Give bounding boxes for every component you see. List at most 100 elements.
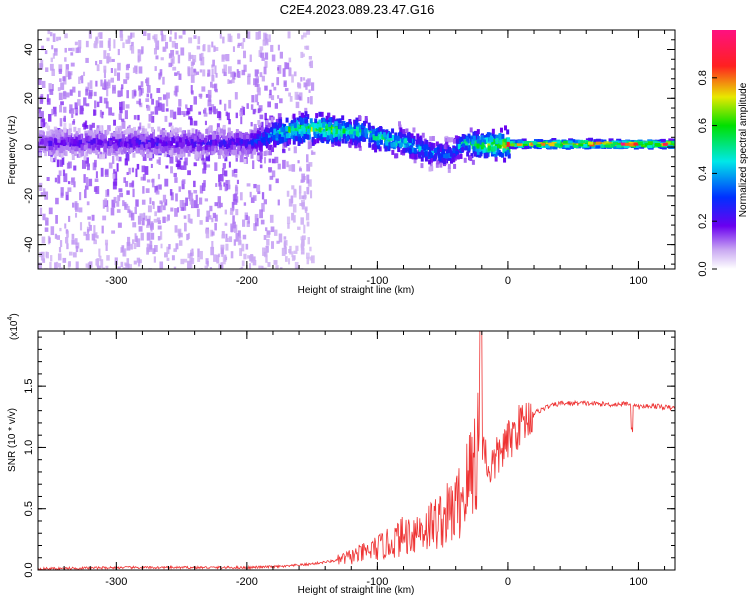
spectrogram-cell (133, 130, 137, 136)
spectrogram-cell (67, 130, 71, 136)
spectrogram-cell (288, 57, 292, 63)
spectrogram-cell (353, 140, 357, 146)
spectrogram-cell (465, 142, 469, 148)
spectrogram-cell (79, 75, 83, 81)
spectrogram-cell (195, 129, 198, 137)
spectrogram-cell (141, 46, 144, 54)
spectrogram-cell (96, 265, 101, 269)
spectrogram-cell (235, 184, 238, 192)
spectrogram-cell (174, 225, 178, 233)
spectrogram-cell (164, 253, 168, 258)
spectrogram-cell (55, 129, 59, 135)
spectrogram-cell (430, 166, 434, 172)
spectrogram-cell (191, 198, 194, 208)
spectrogram-cell (307, 141, 311, 150)
spectrogram-cell (437, 153, 441, 159)
spectrogram-cell (128, 167, 131, 175)
spectrogram-cell (354, 120, 358, 126)
spectrogram-cell (192, 55, 197, 63)
spectrogram-cell (68, 47, 73, 51)
spectrogram-cell (123, 130, 127, 136)
spectrogram-cell (167, 148, 171, 154)
spectrogram-cell (133, 115, 137, 120)
spectrogram-cell (68, 123, 72, 129)
spectrogram-cell (66, 194, 69, 201)
spectrogram-cell (187, 132, 191, 138)
spectrogram-cell (203, 112, 208, 117)
spectrogram-cell (92, 132, 96, 138)
spectrogram-cell (118, 156, 122, 162)
spectrogram-cell (470, 136, 474, 142)
spectrogram-cell (230, 144, 234, 150)
spectrogram-cell (547, 140, 553, 144)
spectrogram-cell (252, 138, 256, 144)
spectrogram-cell (248, 144, 252, 150)
spectrogram-cell (474, 130, 478, 136)
spectrogram-cell (217, 149, 221, 155)
spectrogram-cell (509, 141, 515, 145)
spectrogram-cell (152, 248, 156, 255)
spectrogram-cell (95, 149, 99, 155)
spectrogram-cell (59, 227, 62, 232)
spectrogram-cell (496, 147, 500, 153)
spectrogram-cell (265, 254, 268, 263)
spectrogram-cell (98, 248, 101, 257)
spectrogram-cell (215, 72, 218, 78)
spectrogram-x-tick-label: 0 (505, 275, 511, 287)
spectrogram-cell (252, 109, 256, 115)
spectrogram-cell (303, 114, 307, 120)
spectrogram-cell (318, 127, 322, 133)
spectrogram-cell (214, 214, 218, 222)
spectrogram-cell (97, 32, 101, 37)
spectrogram-cell (56, 134, 60, 140)
spectrogram-cell (175, 243, 179, 250)
spectrogram-cell (134, 206, 137, 215)
spectrogram-cell (184, 222, 187, 232)
spectrogram-cell (260, 219, 265, 225)
spectrogram-cell (624, 145, 630, 149)
spectrogram-cell (256, 134, 260, 140)
spectrogram-cell (429, 153, 433, 159)
spectrogram-cell (413, 154, 417, 160)
spectrogram-cell (291, 255, 296, 261)
spectrogram-cell (154, 185, 158, 193)
spectrogram-cell (295, 245, 299, 251)
spectrogram-cell (129, 44, 133, 51)
spectrogram-cell (54, 262, 57, 269)
spectrogram-cell (289, 96, 293, 102)
spectrogram-cell (68, 251, 73, 256)
spectrogram-cell (145, 98, 150, 102)
spectrogram-cell (191, 90, 194, 95)
spectrogram-cell (126, 258, 130, 267)
spectrogram-cell (523, 140, 529, 144)
spectrogram-cell (201, 157, 206, 165)
spectrogram-cell (435, 162, 439, 168)
spectrogram-cell (198, 93, 203, 97)
spectrogram-cell (301, 195, 304, 200)
spectrogram-cell (260, 138, 264, 144)
spectrogram-cell (476, 136, 480, 142)
spectrogram-cell (153, 48, 157, 55)
spectrogram-cell (644, 143, 650, 147)
spectrogram-cell (130, 128, 134, 134)
spectrogram-cell (287, 31, 291, 39)
spectrogram-cell (199, 185, 204, 194)
spectrogram-cell (410, 133, 414, 139)
spectrogram-cell (146, 179, 151, 183)
spectrogram-cell (242, 234, 247, 240)
spectrogram-cell (56, 36, 59, 42)
spectrogram-cell (330, 117, 334, 123)
spectrogram-cell (418, 146, 422, 152)
spectrogram-cell (128, 124, 131, 129)
spectrogram-cell (123, 177, 126, 183)
spectrogram-cell (411, 147, 415, 153)
spectrogram-cell (40, 192, 45, 196)
spectrogram-cell (660, 145, 666, 149)
spectrogram-cell (411, 153, 415, 159)
spectrogram-cell (220, 128, 224, 134)
spectrogram-cell (217, 127, 221, 133)
spectrogram-cell (187, 232, 191, 239)
snr-y-tick-label: 1.0 (23, 440, 35, 455)
spectrogram-cell (469, 127, 473, 133)
spectrogram-cell (38, 108, 41, 114)
